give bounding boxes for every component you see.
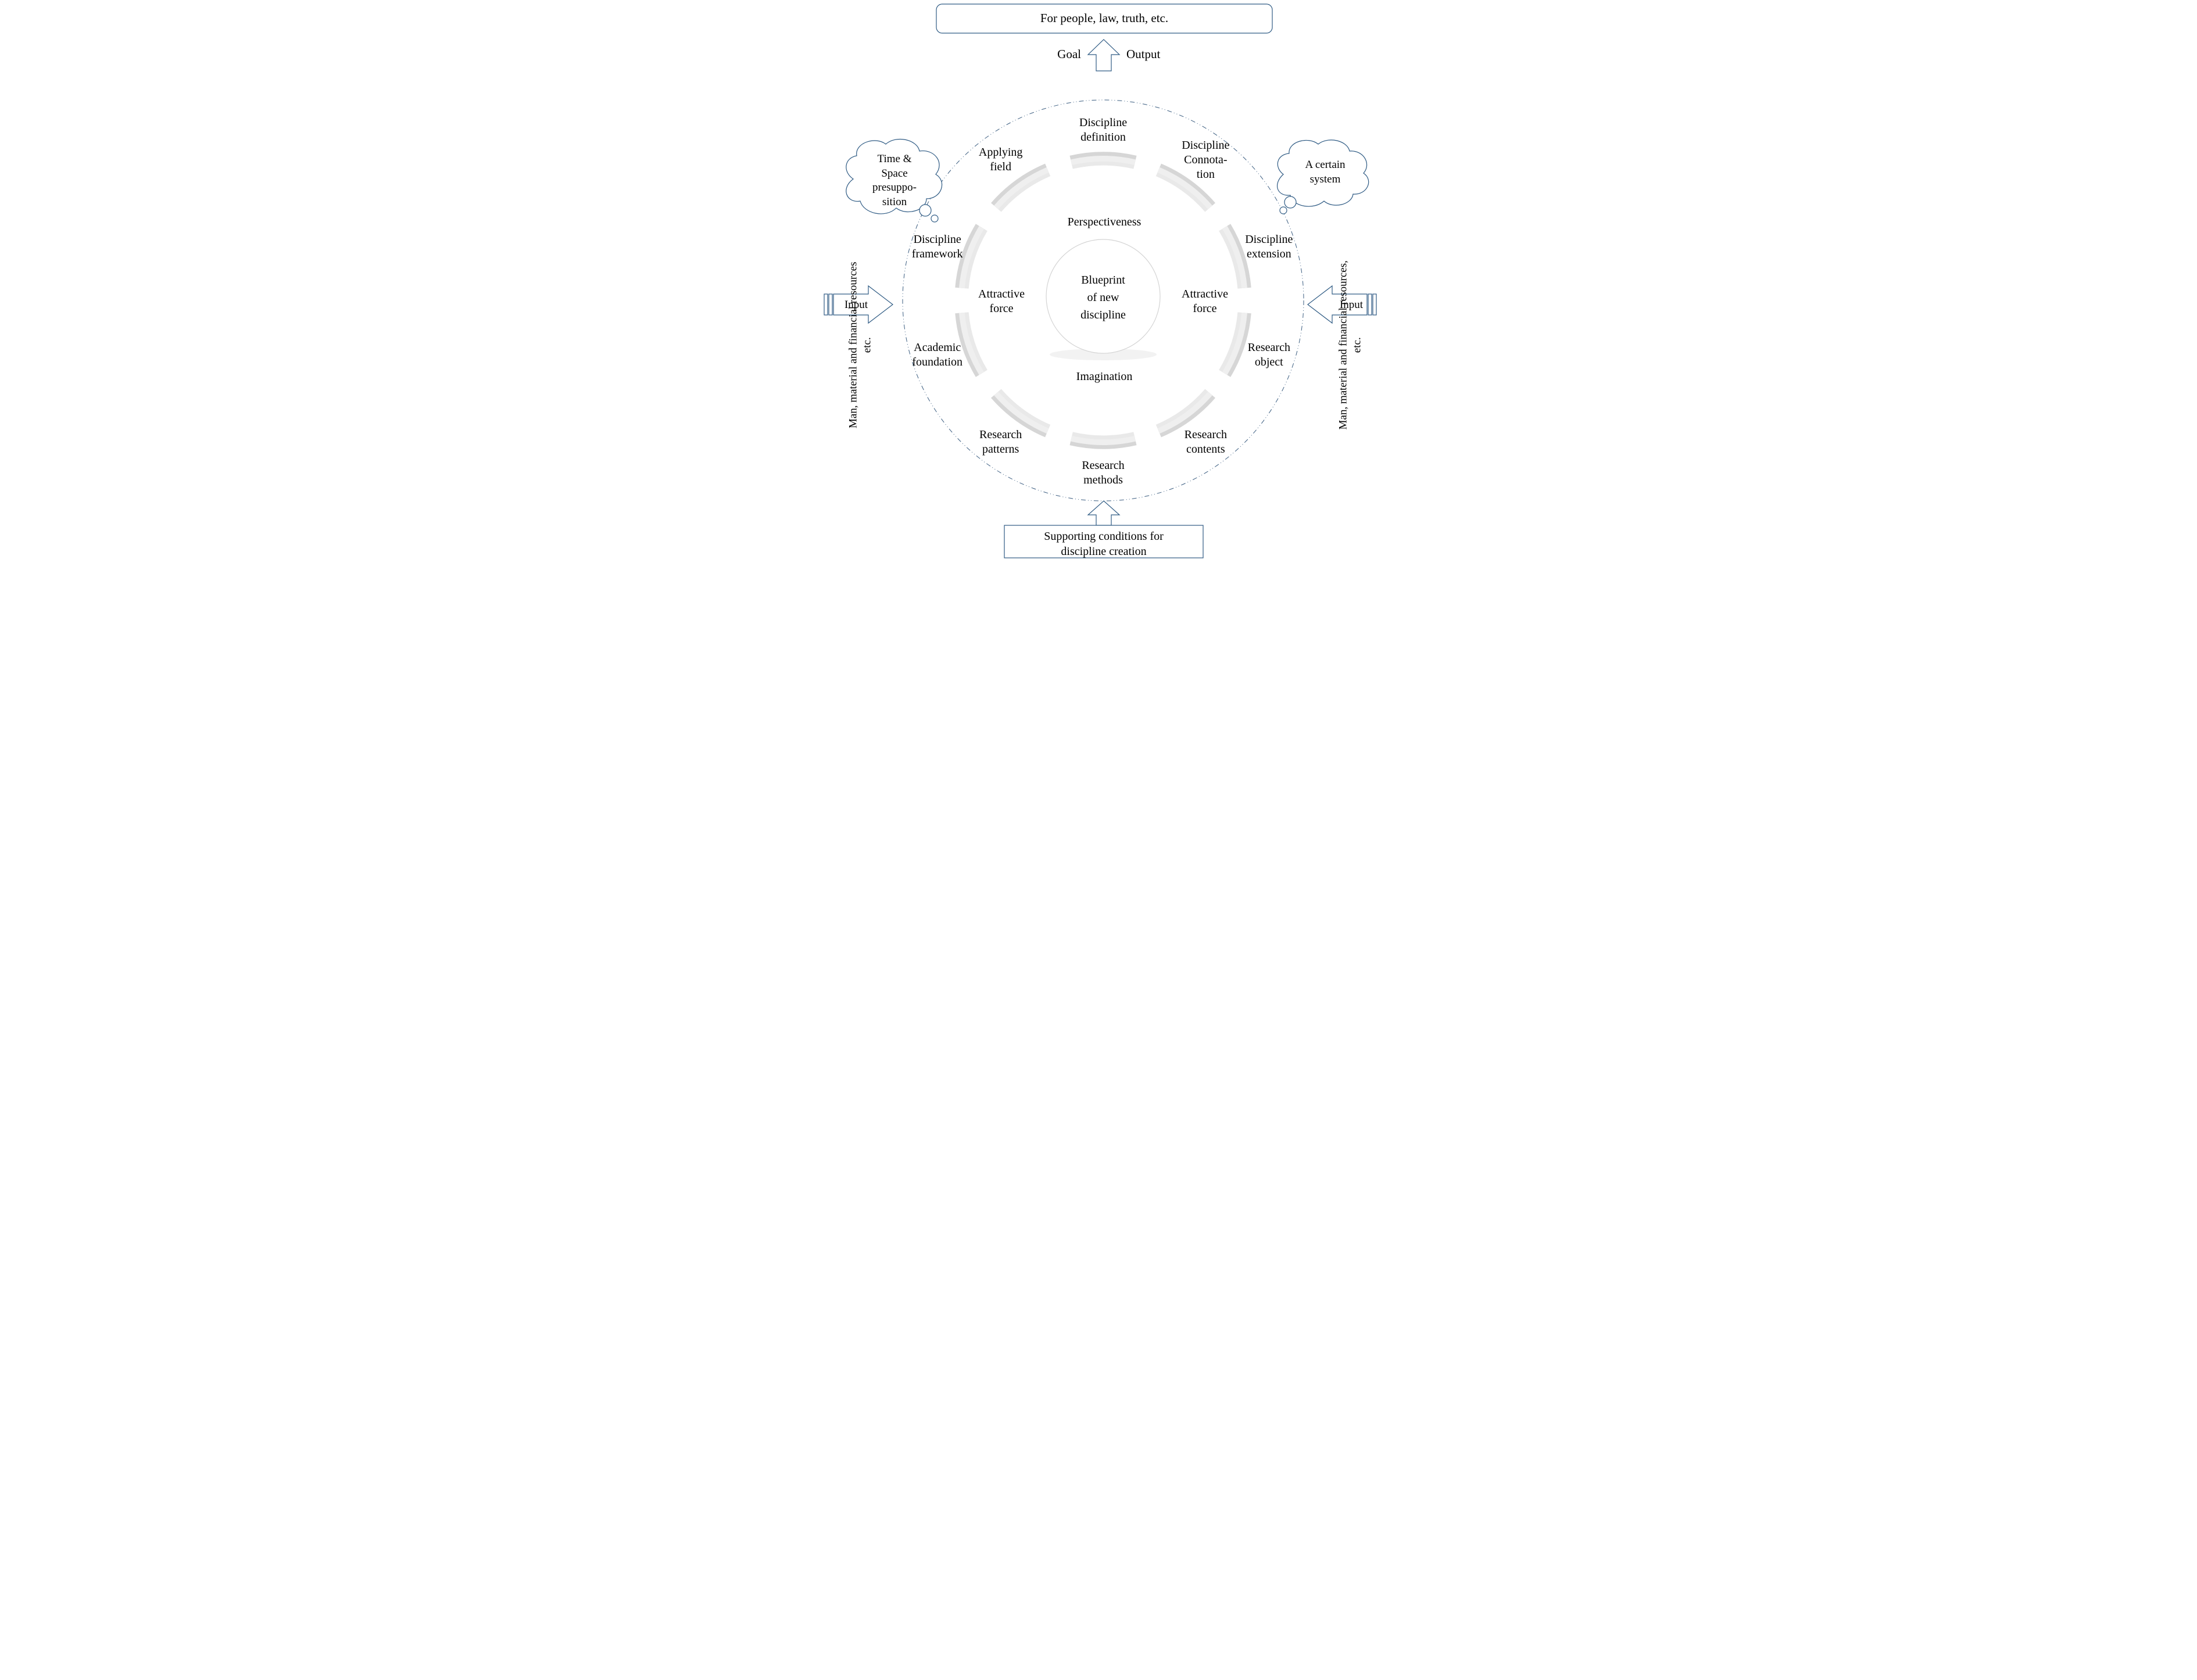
inner-circle-line1: Blueprint bbox=[1058, 273, 1148, 288]
ring-label: Applyingfield bbox=[957, 145, 1044, 174]
ring-label: Researchmethods bbox=[1060, 458, 1147, 488]
cloud-right-text: A certain system bbox=[1284, 158, 1366, 187]
inner-right-label: Attractiveforce bbox=[1167, 287, 1243, 316]
ring-label: Researchcontents bbox=[1162, 428, 1249, 457]
inner-circle-line2: of new bbox=[1058, 291, 1148, 305]
ring-label: Disciplineframework bbox=[894, 232, 981, 262]
cloud-left-text: Time & Space presuppo- sition bbox=[856, 152, 933, 210]
inner-bottom-label: Imagination bbox=[1046, 370, 1162, 384]
ring-label: Researchpatterns bbox=[957, 428, 1044, 457]
left-side-text: Man, material and financial resources et… bbox=[846, 258, 874, 432]
ring-label: Researchobject bbox=[1225, 341, 1312, 370]
right-side-text: Man, material and financial resources, e… bbox=[1336, 255, 1364, 435]
bottom-box-text: Supporting conditions for discipline cre… bbox=[1004, 529, 1203, 559]
inner-left-label: Attractiveforce bbox=[964, 287, 1039, 316]
ring-label: Disciplinedefinition bbox=[1060, 116, 1147, 145]
bottom-up-arrow-icon bbox=[1088, 501, 1119, 525]
ring-label: DisciplineConnota-tion bbox=[1162, 138, 1249, 182]
inner-top-label: Perspectiveness bbox=[1046, 215, 1162, 230]
ring-label: Academicfoundation bbox=[894, 341, 981, 370]
inner-circle-line3: discipline bbox=[1058, 308, 1148, 323]
ring-label: Disciplineextension bbox=[1225, 232, 1312, 262]
